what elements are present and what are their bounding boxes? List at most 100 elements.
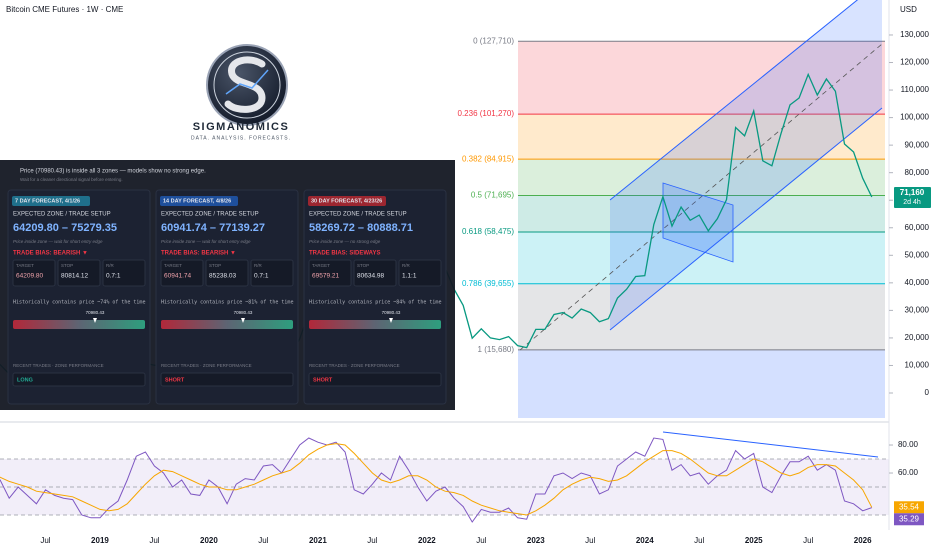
card-bias: TRADE BIAS: SIDEWAYS [309, 251, 380, 257]
stat-label: TARGET [312, 263, 330, 268]
card-section: EXPECTED ZONE / TRADE SETUP [309, 212, 407, 218]
card-badge [308, 196, 386, 206]
stat-label: R/R [402, 263, 411, 268]
rsi-tick-label: 80.00 [898, 440, 919, 449]
stat-value: 80634.98 [357, 273, 384, 280]
forecast-panel: Price (70980.43) is inside all 3 zones —… [0, 160, 455, 410]
stat-box [205, 259, 249, 287]
stat-box [57, 259, 101, 287]
logo-name: SIGMANOMICS [193, 121, 290, 133]
last-price-tag [894, 187, 931, 209]
wedge [662, 182, 734, 263]
y-tick-label: 80,000 [905, 168, 930, 177]
axes: 010,00020,00030,00040,00050,00060,00070,… [40, 30, 931, 545]
stat-label: TARGET [16, 263, 34, 268]
card-note: Price inside zone — wait for short entry… [13, 239, 103, 244]
stat-box [353, 259, 397, 287]
fib-band [518, 195, 885, 232]
x-tick-label: Jul [803, 536, 813, 545]
card-zone: 58269.72 – 80888.71 [309, 222, 413, 234]
gauge-marker [241, 318, 245, 323]
y-tick-label: 110,000 [901, 85, 930, 94]
trade-side: LONG [17, 377, 33, 383]
card-bias: TRADE BIAS: BEARISH ▼ [13, 251, 88, 257]
rsi-value-label: 35.29 [899, 514, 920, 523]
stat-value: 80814.12 [61, 273, 88, 280]
y-tick-label: 130,000 [900, 30, 929, 39]
stat-value: 64209.80 [16, 273, 43, 280]
fib-label: 0.618 (58,475) [462, 227, 514, 236]
rsi-value-label: 35.54 [899, 502, 920, 511]
stat-box [12, 259, 56, 287]
fib-band [518, 231, 885, 284]
gauge-marker-label: 70980.43 [234, 310, 253, 315]
fib-band [518, 41, 885, 115]
x-tick-label: Jul [40, 536, 50, 545]
fib-label: 0.382 (84,915) [462, 154, 514, 163]
fib-label: 0 (127,710) [473, 36, 514, 45]
y-tick-label: 40,000 [905, 278, 930, 287]
fib-layer: 0 (127,710) 0.236 (101,270) 0.382 (84,915)… [458, 36, 885, 418]
stat-label: TARGET [164, 263, 182, 268]
stat-label: STOP [209, 263, 221, 268]
rsi-tick-label: 60.00 [898, 468, 919, 477]
countdown: 2d 4h [903, 199, 921, 206]
price-axis-bg [889, 0, 932, 530]
fib-label: 0.5 (71,695) [471, 191, 514, 200]
gauge-marker [93, 318, 97, 323]
stat-box [102, 259, 146, 287]
fib-below-zone [518, 349, 885, 418]
channel-fill [610, 0, 882, 330]
fib-label: 0.786 (39,655) [462, 279, 514, 288]
forecast-card [303, 189, 447, 405]
card-bias: TRADE BIAS: BEARISH ▼ [161, 251, 236, 257]
stat-value: 1.1:1 [402, 273, 417, 280]
trade-side: SHORT [165, 377, 185, 383]
y-tick-label: 30,000 [905, 305, 930, 314]
forecast-card [7, 189, 151, 405]
card-title: 7 DAY FORECAST, 4/1/26 [15, 198, 80, 204]
y-tick-label: 50,000 [905, 250, 930, 259]
rsi-pane [0, 421, 932, 523]
logo-spark [225, 69, 269, 95]
stat-label: R/R [106, 263, 115, 268]
stat-value: 69579.21 [312, 273, 339, 280]
logo-ring [213, 51, 281, 119]
x-tick-label: 2020 [200, 536, 218, 545]
card-zone: 64209.80 – 75279.35 [13, 222, 117, 234]
zone-gauge [161, 320, 293, 329]
panel-subline: Wait for a cleaner directional signal be… [20, 177, 123, 182]
x-tick-label: 2023 [527, 536, 545, 545]
x-tick-label: Jul [476, 536, 486, 545]
currency: USD [900, 5, 917, 14]
x-tick-label: 2025 [745, 536, 763, 545]
channel-lower [609, 107, 883, 331]
trade-row [160, 372, 294, 387]
stat-value: 0.7:1 [254, 273, 269, 280]
channel-mid [519, 43, 883, 351]
rsi-value-tag [894, 513, 924, 526]
card-recent: RECENT TRADES · ZONE PERFORMANCE [309, 363, 400, 368]
drawings [519, 0, 883, 351]
rsi-line [0, 437, 872, 523]
rsi-trendline [662, 431, 879, 458]
stat-box [308, 259, 352, 287]
card-contains: Historically contains price ~81% of the … [161, 300, 293, 306]
gauge-marker [389, 318, 393, 323]
stat-label: STOP [357, 263, 369, 268]
panel-headline: Price (70980.43) is inside all 3 zones —… [20, 169, 206, 175]
stat-value: 60941.74 [164, 273, 191, 280]
zone-gauge [13, 320, 145, 329]
x-tick-label: Jul [367, 536, 377, 545]
x-tick-label: 2024 [636, 536, 654, 545]
y-tick-label: 20,000 [905, 333, 930, 342]
stat-box [398, 259, 442, 287]
logo-s [224, 56, 266, 113]
x-tick-label: Jul [585, 536, 595, 545]
last-price-label: 71,160 [900, 188, 925, 197]
logo-tagline: DATA. ANALYSIS. FORECASTS. [191, 135, 291, 141]
card-recent: RECENT TRADES · ZONE PERFORMANCE [13, 363, 104, 368]
y-tick-label: 60,000 [905, 223, 930, 232]
card-badge [160, 196, 238, 206]
